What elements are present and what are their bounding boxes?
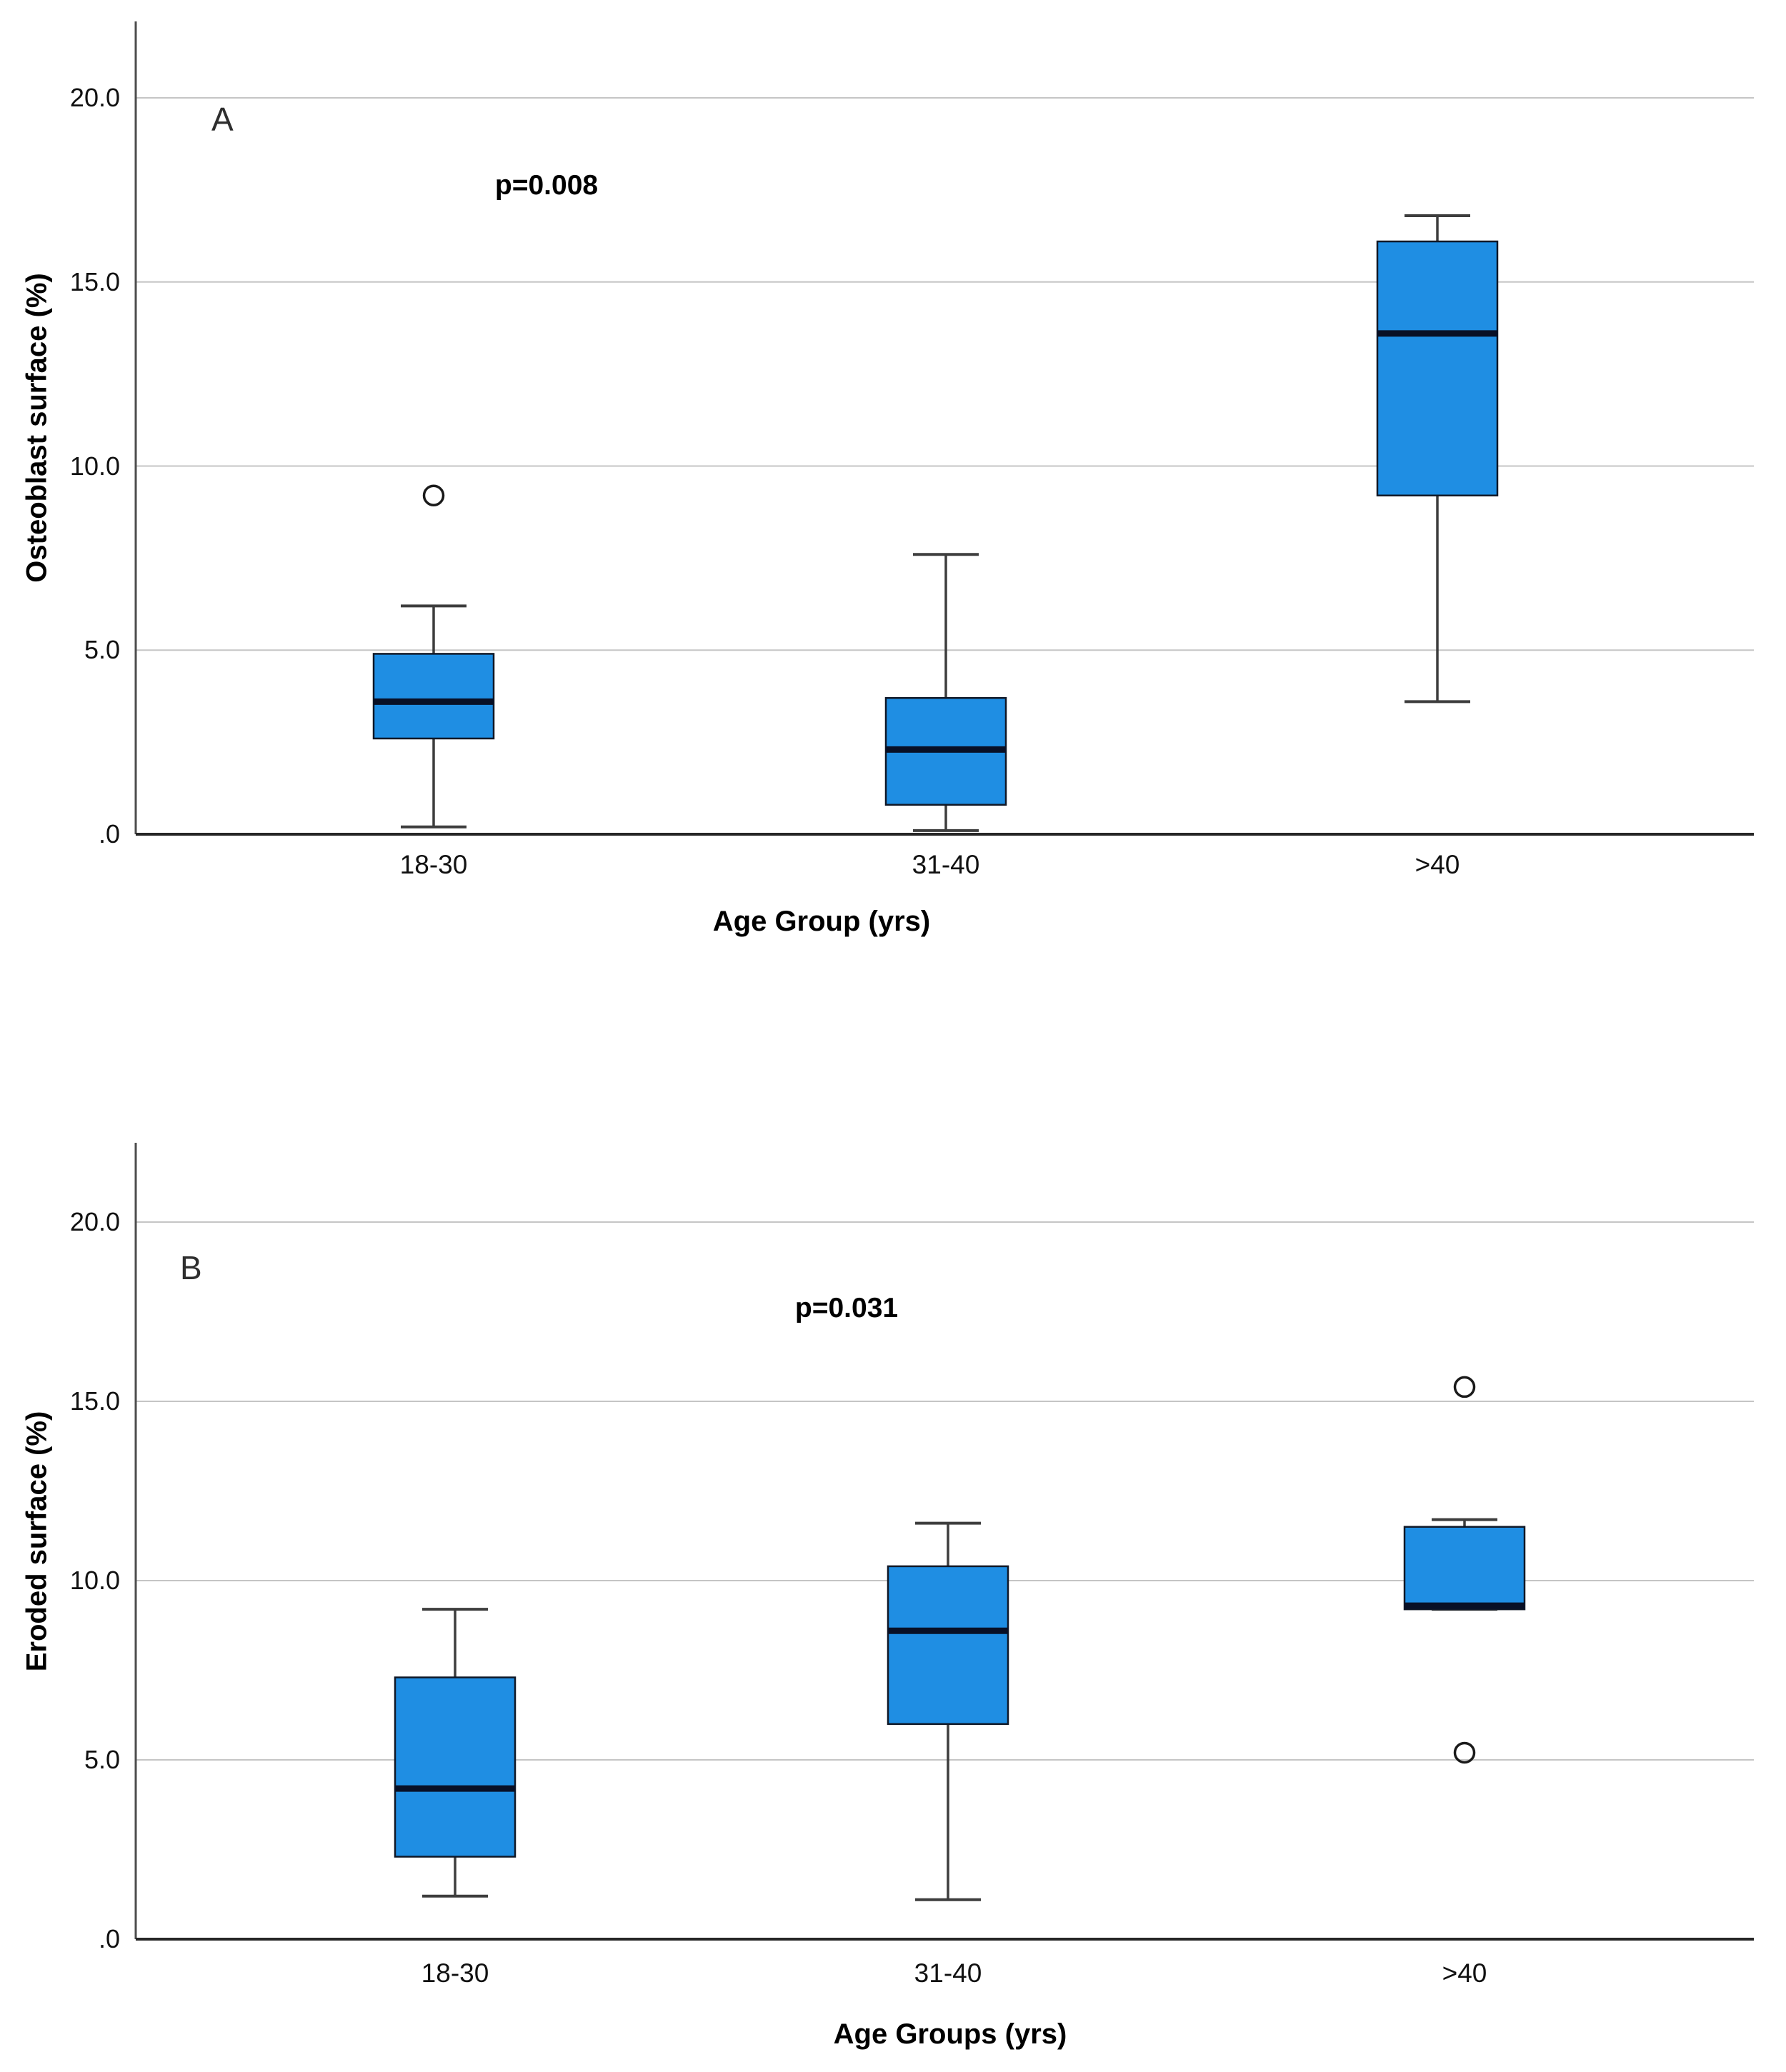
y-tick-label: 15.0 <box>69 1386 120 1416</box>
outlier-point <box>1453 1741 1476 1764</box>
panel-label-b: B <box>180 1249 202 1286</box>
y-tick-label: .0 <box>98 819 120 849</box>
box->40 <box>1403 1526 1526 1611</box>
x-category-label: 31-40 <box>912 850 980 879</box>
y-axis-title-b: Eroded surface (%) <box>21 1411 53 1672</box>
box-18-30 <box>394 1676 517 1858</box>
y-tick-label: .0 <box>98 1924 120 1953</box>
x-category-label: >40 <box>1442 1958 1487 1988</box>
outlier-point <box>422 484 445 506</box>
x-category-label: 18-30 <box>421 1958 489 1988</box>
y-tick-label: 10.0 <box>69 1566 120 1595</box>
y-tick-label: 5.0 <box>84 1745 120 1774</box>
y-tick-label: 20.0 <box>69 83 120 112</box>
box-18-30 <box>372 653 495 740</box>
y-tick-label: 10.0 <box>69 451 120 481</box>
y-tick-label: 20.0 <box>69 1207 120 1236</box>
y-tick-label: 5.0 <box>84 635 120 665</box>
y-tick-label: 15.0 <box>69 266 120 296</box>
panel-label-a: A <box>211 101 234 138</box>
box->40 <box>1376 240 1499 496</box>
x-category-label: 31-40 <box>914 1958 982 1988</box>
p-value-label-a: p=0.008 <box>494 170 599 201</box>
x-category-label: 18-30 <box>399 850 468 879</box>
y-axis-title-a: Osteoblast surface (%) <box>21 273 53 583</box>
x-axis-title-a: Age Group (yrs) <box>712 906 931 937</box>
x-axis-title-b: Age Groups (yrs) <box>833 2018 1067 2050</box>
outlier-point <box>1453 1376 1476 1398</box>
box-31-40 <box>887 1565 1009 1726</box>
p-value-label-b: p=0.031 <box>794 1293 899 1323</box>
x-category-label: >40 <box>1415 850 1460 879</box>
